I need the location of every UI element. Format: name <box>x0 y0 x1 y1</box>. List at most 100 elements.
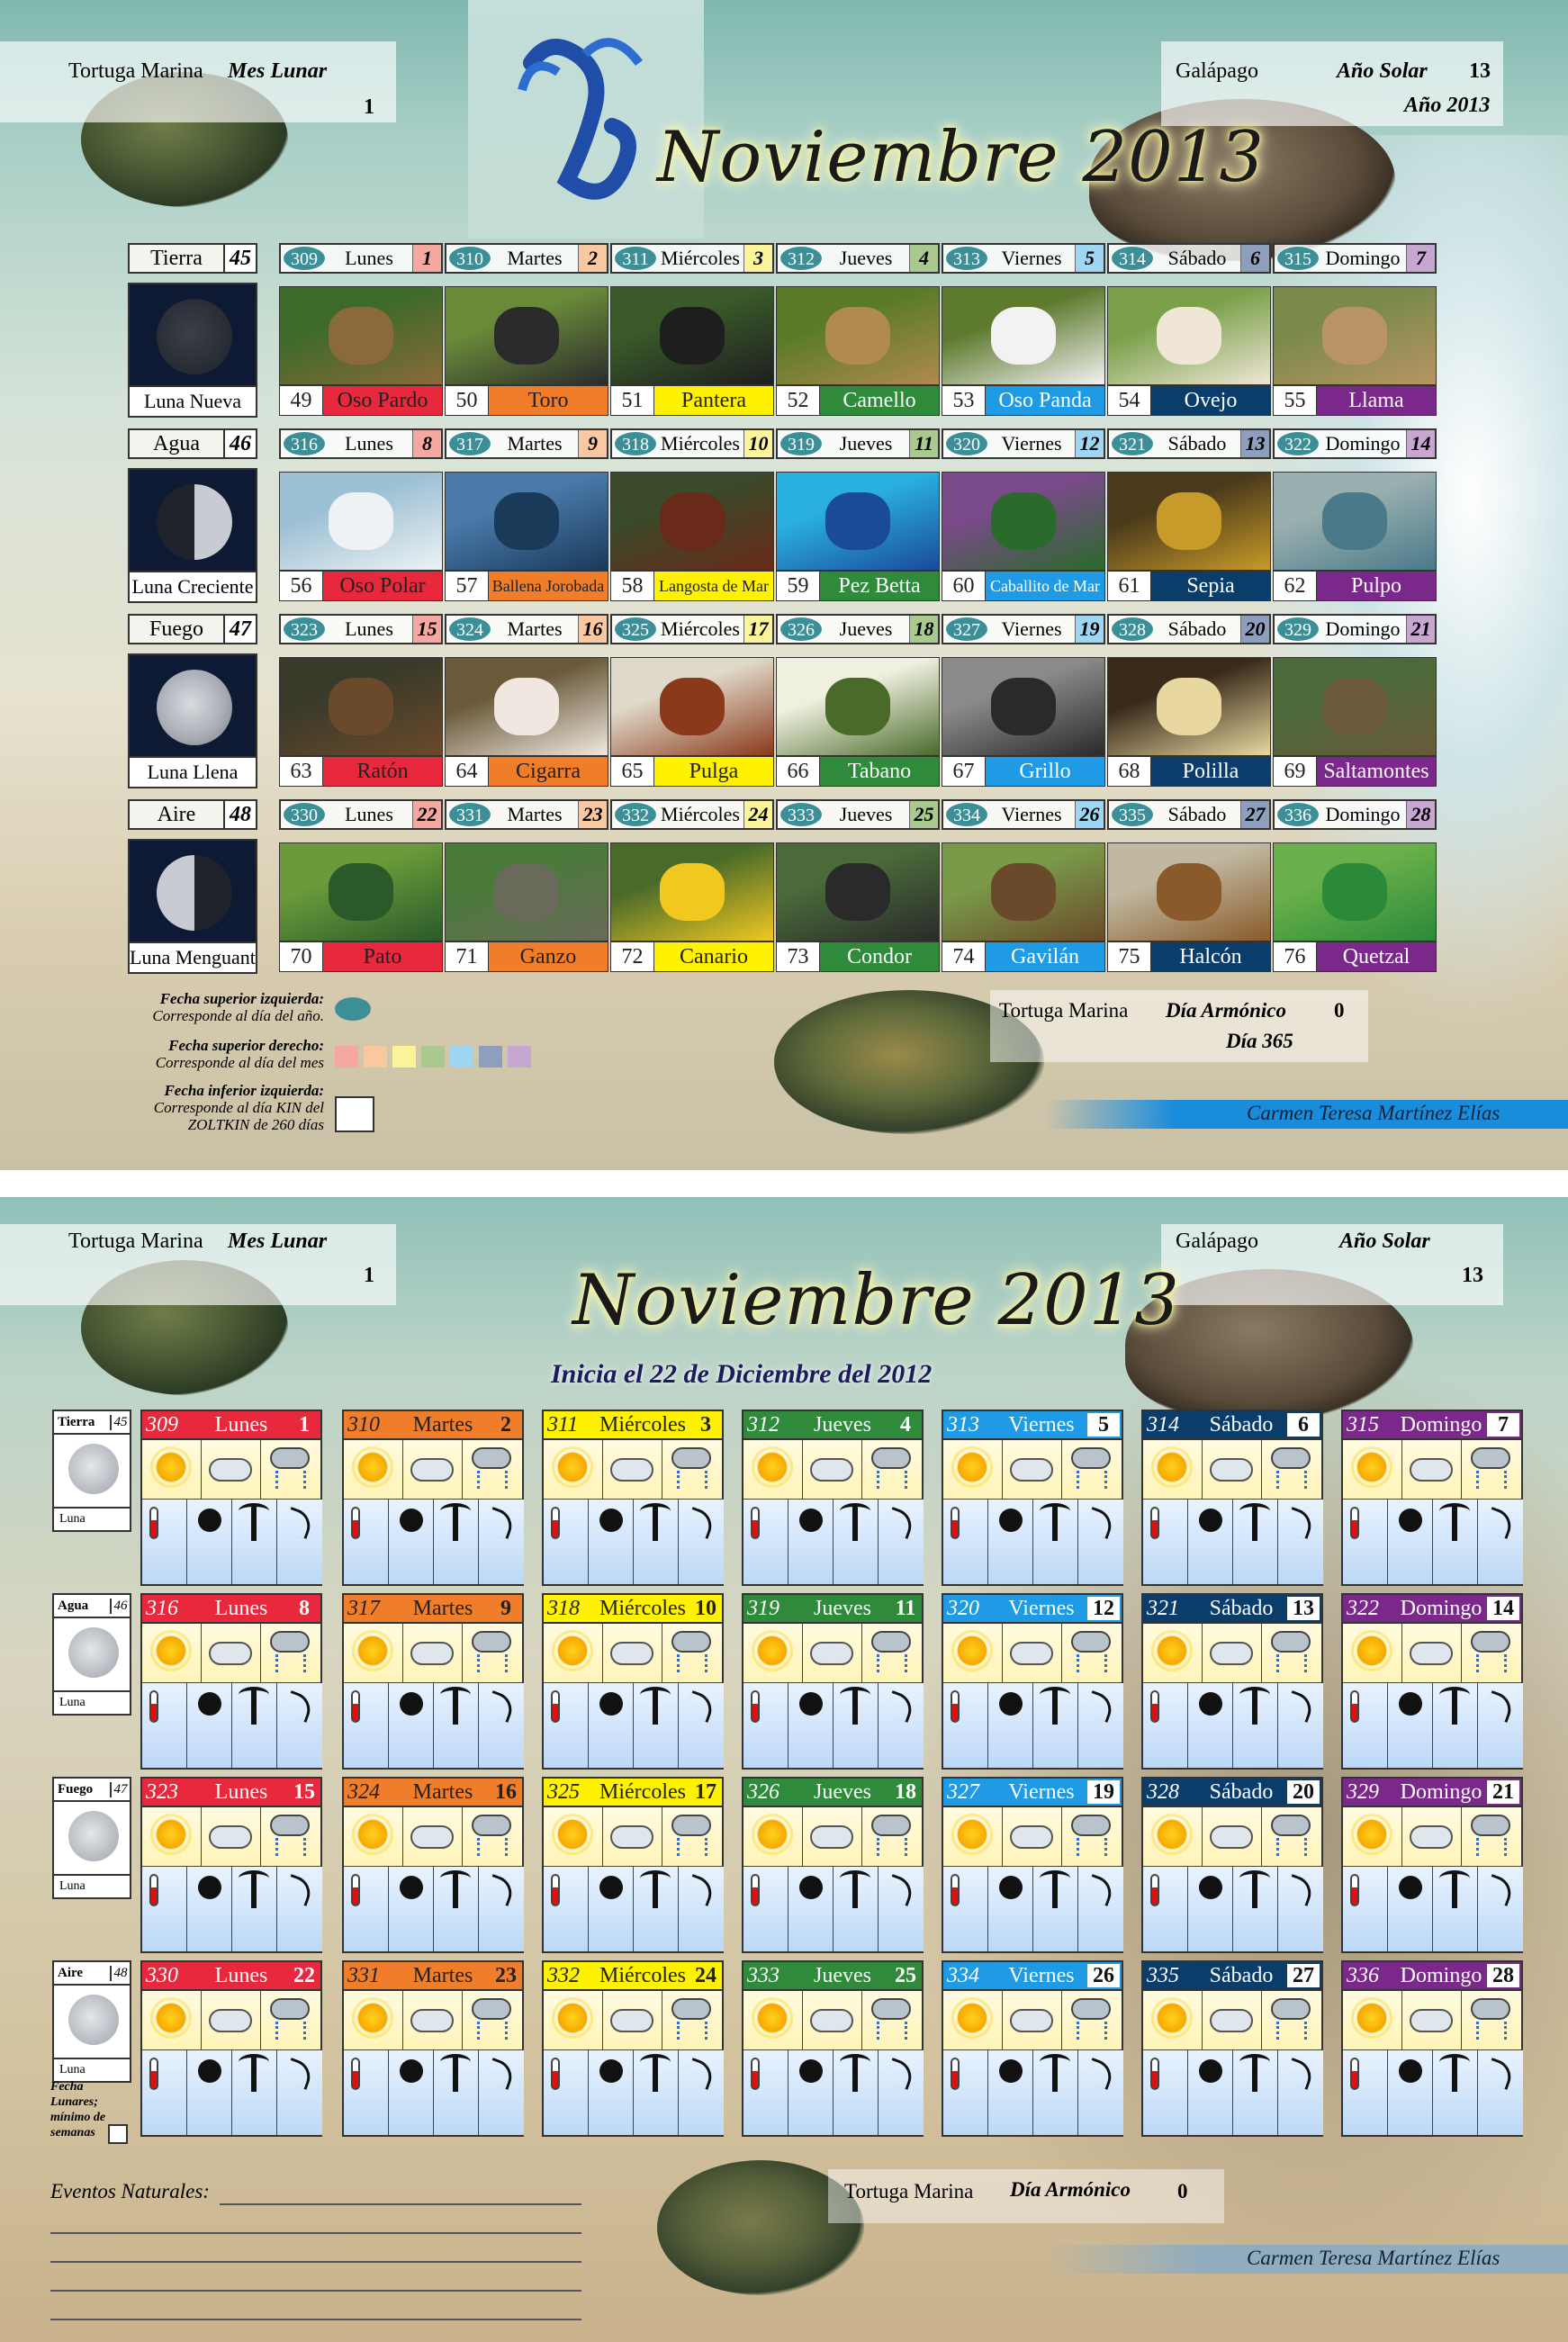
condition-option[interactable] <box>1078 1500 1123 1584</box>
condition-option[interactable] <box>277 1867 322 1951</box>
condition-option[interactable] <box>479 2050 524 2135</box>
weather-option[interactable] <box>403 1440 463 1500</box>
condition-option[interactable] <box>834 2050 879 2135</box>
condition-option[interactable] <box>1388 1867 1433 1951</box>
condition-option[interactable] <box>434 1500 479 1584</box>
day-header[interactable]: 329 Domingo 21 <box>1273 614 1437 644</box>
weather-option[interactable] <box>1343 1440 1402 1500</box>
weather-option[interactable] <box>1003 1440 1062 1500</box>
day-header[interactable]: 334 Viernes 26 <box>942 799 1105 830</box>
condition-option[interactable] <box>389 1500 434 1584</box>
weather-option[interactable] <box>1203 1807 1262 1867</box>
day-header[interactable]: 336 Domingo 28 <box>1273 799 1437 830</box>
weeks-checkbox[interactable] <box>108 2124 128 2144</box>
condition-option[interactable] <box>187 1683 232 1768</box>
condition-option[interactable] <box>1233 2050 1278 2135</box>
weather-option[interactable] <box>662 1624 722 1683</box>
weather-option[interactable] <box>943 1807 1003 1867</box>
weather-option[interactable] <box>603 1991 662 2050</box>
day-weather-cell[interactable]: 312 Jueves 4 <box>742 1410 924 1586</box>
condition-option[interactable] <box>679 2050 724 2135</box>
condition-option[interactable] <box>1278 1867 1323 1951</box>
weather-option[interactable] <box>743 1440 803 1500</box>
condition-option[interactable] <box>743 1683 789 1768</box>
condition-option[interactable] <box>1343 1500 1388 1584</box>
condition-option[interactable] <box>1278 1500 1323 1584</box>
weather-option[interactable] <box>662 1991 722 2050</box>
weather-option[interactable] <box>1343 1624 1402 1683</box>
weather-option[interactable] <box>1462 1624 1521 1683</box>
weather-option[interactable] <box>1462 1440 1521 1500</box>
weather-option[interactable] <box>743 1991 803 2050</box>
weather-option[interactable] <box>1062 1624 1122 1683</box>
condition-option[interactable] <box>142 1500 187 1584</box>
condition-option[interactable] <box>1343 2050 1388 2135</box>
weather-option[interactable] <box>943 1440 1003 1500</box>
day-header[interactable]: 312 Jueves 4 <box>776 243 940 274</box>
day-header[interactable]: 310 Martes 2 <box>445 243 608 274</box>
day-weather-cell[interactable]: 328 Sábado 20 <box>1141 1777 1323 1953</box>
condition-option[interactable] <box>1033 2050 1078 2135</box>
condition-option[interactable] <box>1343 1683 1388 1768</box>
condition-option[interactable] <box>1478 1683 1523 1768</box>
condition-option[interactable] <box>434 1867 479 1951</box>
condition-option[interactable] <box>1433 1867 1478 1951</box>
weather-option[interactable] <box>1003 1624 1062 1683</box>
weather-option[interactable] <box>1402 1624 1462 1683</box>
weather-option[interactable] <box>544 1440 603 1500</box>
weather-option[interactable] <box>463 1624 522 1683</box>
condition-option[interactable] <box>544 1500 589 1584</box>
day-weather-cell[interactable]: 317 Martes 9 <box>342 1593 524 1770</box>
condition-option[interactable] <box>1388 1500 1433 1584</box>
condition-option[interactable] <box>1433 1500 1478 1584</box>
day-weather-cell[interactable]: 334 Viernes 26 <box>942 1960 1123 2137</box>
day-header[interactable]: 325 Miércoles 17 <box>610 614 774 644</box>
day-weather-cell[interactable]: 326 Jueves 18 <box>742 1777 924 1953</box>
weather-option[interactable] <box>142 1440 202 1500</box>
condition-option[interactable] <box>743 1867 789 1951</box>
day-weather-cell[interactable]: 332 Miércoles 24 <box>542 1960 724 2137</box>
weather-option[interactable] <box>862 1440 922 1500</box>
condition-option[interactable] <box>1143 1500 1188 1584</box>
condition-option[interactable] <box>589 2050 634 2135</box>
weather-option[interactable] <box>1203 1624 1262 1683</box>
condition-option[interactable] <box>679 1500 724 1584</box>
day-weather-cell[interactable]: 314 Sábado 6 <box>1141 1410 1323 1586</box>
condition-option[interactable] <box>544 1867 589 1951</box>
day-header[interactable]: 320 Viernes 12 <box>942 428 1105 459</box>
weather-option[interactable] <box>261 1624 320 1683</box>
condition-option[interactable] <box>344 1683 389 1768</box>
weather-option[interactable] <box>261 1440 320 1500</box>
weather-option[interactable] <box>142 1807 202 1867</box>
condition-option[interactable] <box>344 1867 389 1951</box>
condition-option[interactable] <box>879 1683 924 1768</box>
weather-option[interactable] <box>463 1991 522 2050</box>
condition-option[interactable] <box>232 2050 277 2135</box>
weather-option[interactable] <box>803 1991 862 2050</box>
day-header[interactable]: 331 Martes 23 <box>445 799 608 830</box>
condition-option[interactable] <box>479 1683 524 1768</box>
condition-option[interactable] <box>187 1867 232 1951</box>
weather-option[interactable] <box>1003 1991 1062 2050</box>
weather-option[interactable] <box>1203 1991 1262 2050</box>
condition-option[interactable] <box>344 1500 389 1584</box>
weather-option[interactable] <box>1062 1440 1122 1500</box>
weather-option[interactable] <box>943 1991 1003 2050</box>
day-header[interactable]: 316 Lunes 8 <box>279 428 443 459</box>
weather-option[interactable] <box>1402 1991 1462 2050</box>
weather-option[interactable] <box>1262 1440 1321 1500</box>
day-header[interactable]: 309 Lunes 1 <box>279 243 443 274</box>
condition-option[interactable] <box>1388 2050 1433 2135</box>
condition-option[interactable] <box>634 2050 679 2135</box>
condition-option[interactable] <box>789 2050 834 2135</box>
weather-option[interactable] <box>463 1440 522 1500</box>
condition-option[interactable] <box>1188 1683 1233 1768</box>
weather-option[interactable] <box>344 1624 403 1683</box>
condition-option[interactable] <box>1188 2050 1233 2135</box>
day-weather-cell[interactable]: 325 Miércoles 17 <box>542 1777 724 1953</box>
weather-option[interactable] <box>202 1991 261 2050</box>
weather-option[interactable] <box>1343 1991 1402 2050</box>
condition-option[interactable] <box>1233 1683 1278 1768</box>
condition-option[interactable] <box>1343 1867 1388 1951</box>
weather-option[interactable] <box>862 1991 922 2050</box>
